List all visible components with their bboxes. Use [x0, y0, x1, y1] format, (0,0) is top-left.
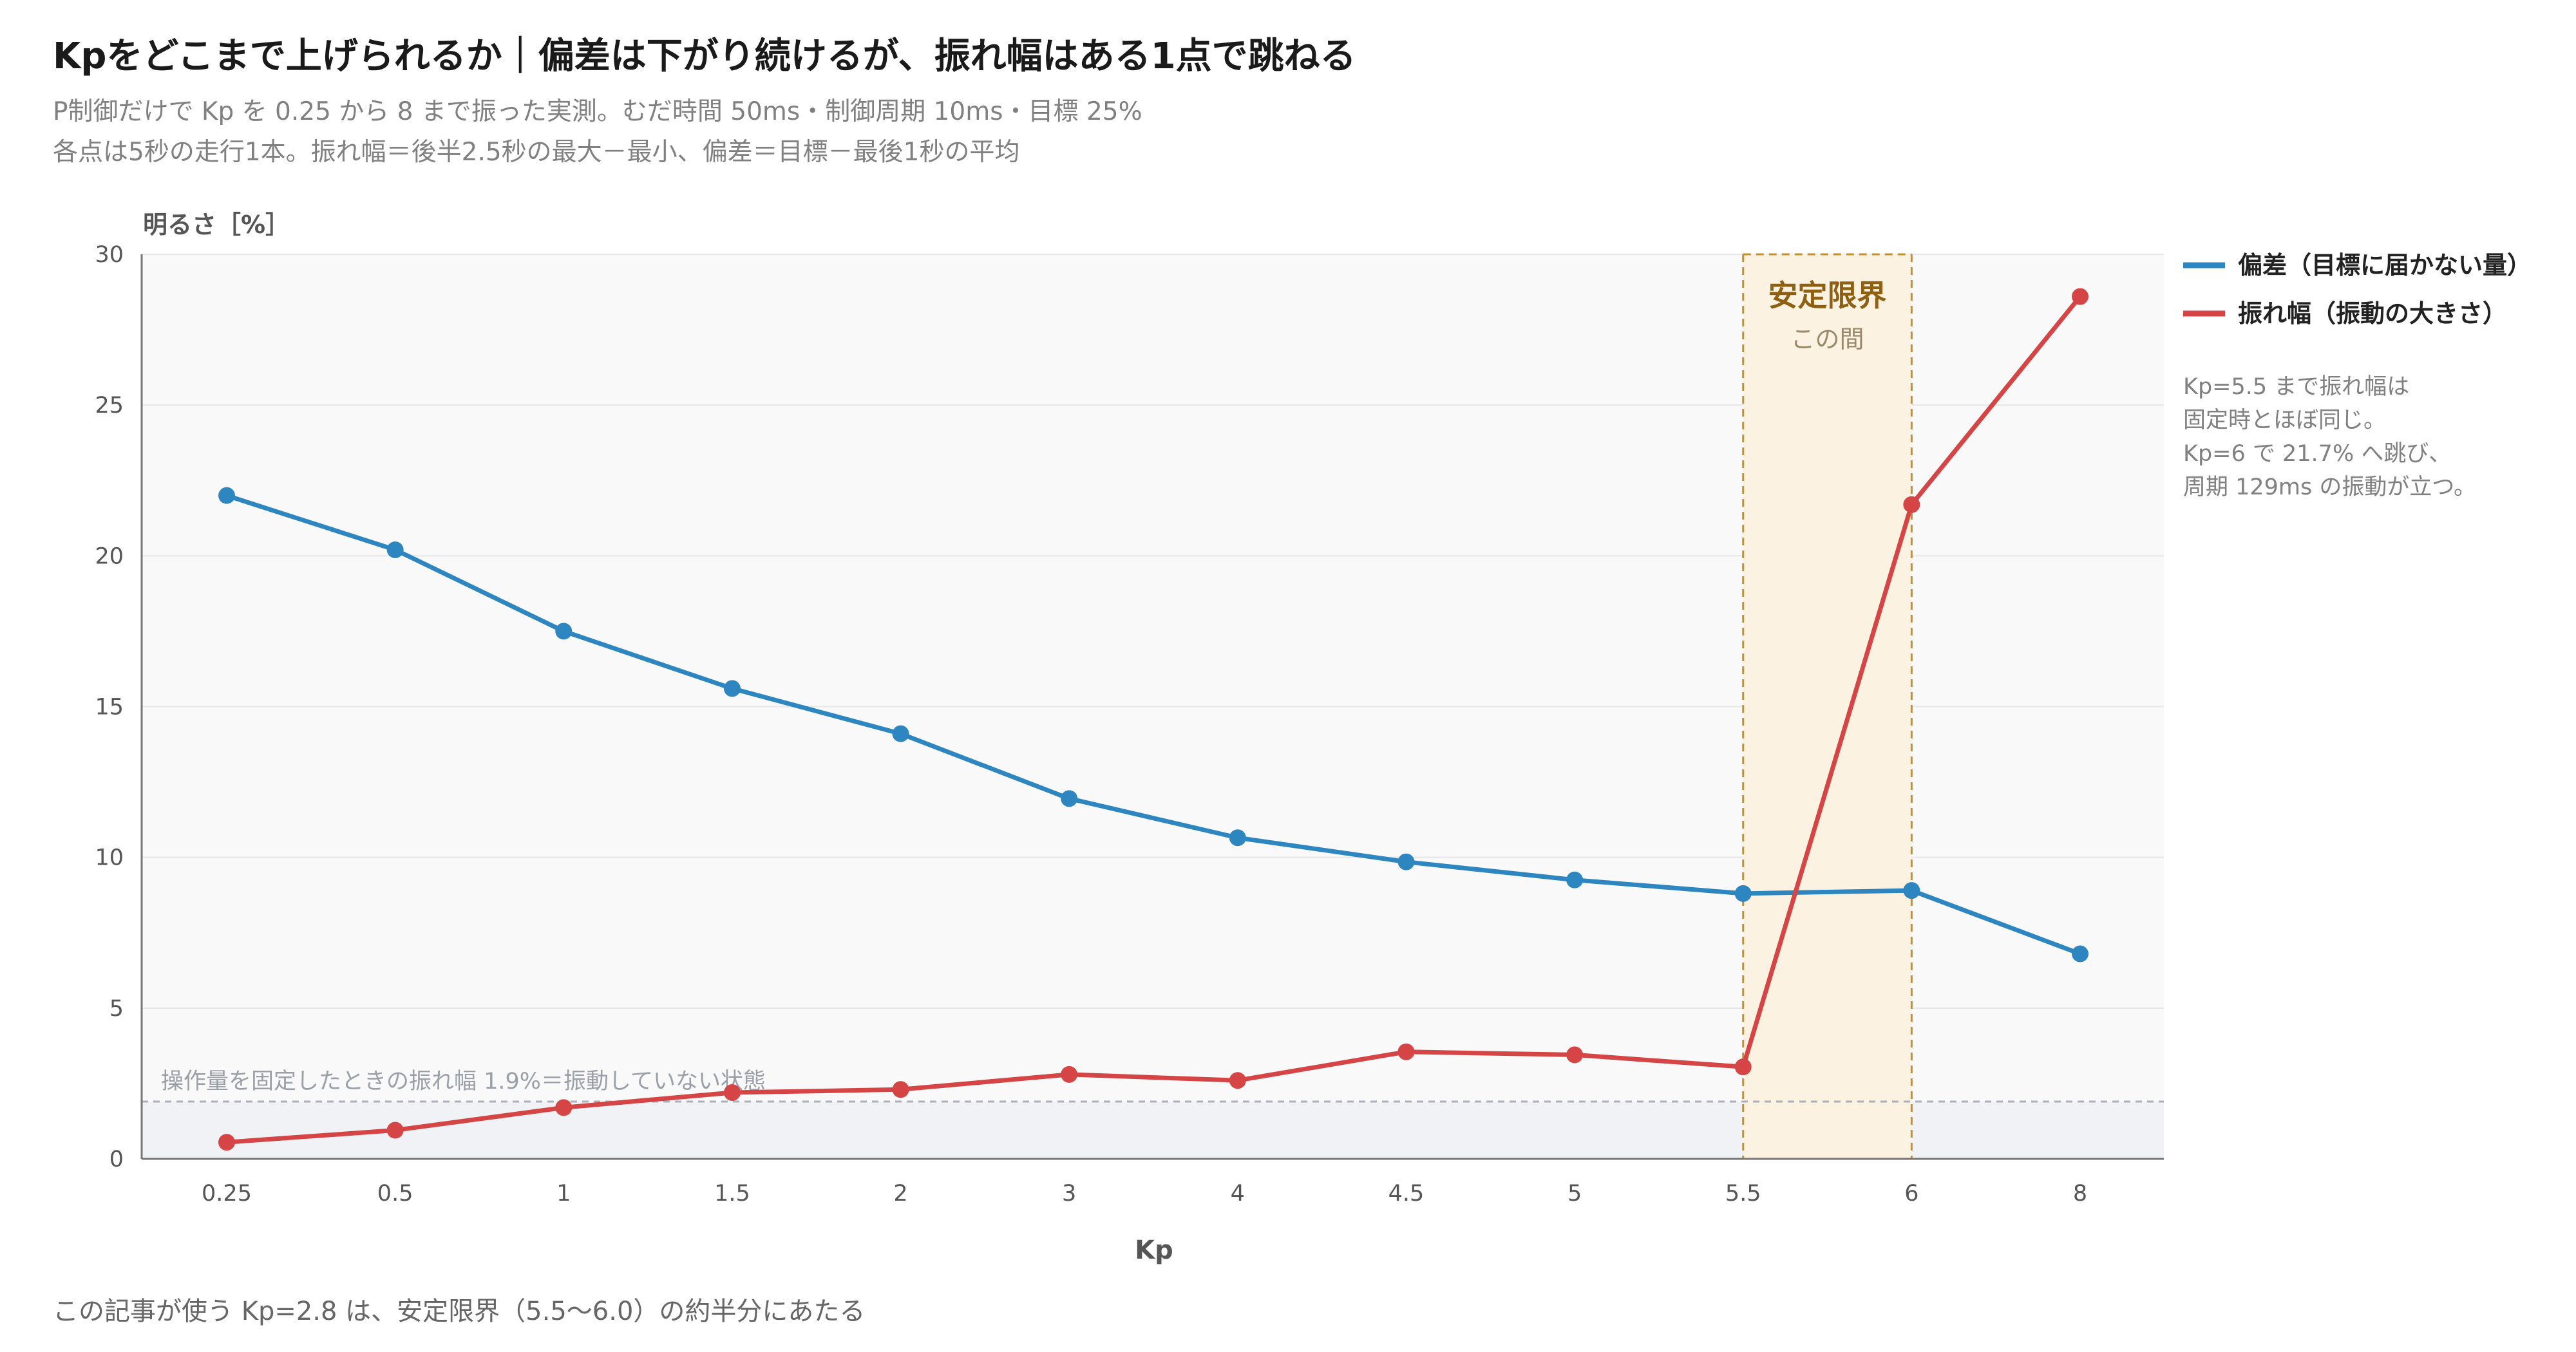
amplitude-data-point: [1061, 1066, 1078, 1083]
x-tick-label: 5.5: [1725, 1181, 1761, 1206]
amplitude-data-point: [218, 1134, 235, 1151]
amplitude-legend-label: 振れ幅（振動の大きさ）: [2238, 299, 2507, 328]
chart-subtitle-line-2: 各点は5秒の走行1本。振れ幅＝後半2.5秒の最大－最小、偏差＝目標－最後1秒の平…: [53, 138, 1020, 167]
chart-title: Kpをどこまで上げられるか｜偏差は下がり続けるが、振れ幅はある1点で跳ねる: [53, 35, 1356, 77]
annotation-line: 周期 129ms の振動が立つ。: [2183, 474, 2476, 500]
deviation-data-point: [1229, 829, 1246, 847]
deviation-data-point: [1734, 885, 1752, 902]
x-tick-label: 3: [1062, 1181, 1076, 1206]
chart-subtitle-line-1: P制御だけで Kp を 0.25 から 8 まで振った実測。むだ時間 50ms・…: [53, 97, 1142, 126]
x-tick-label: 0.5: [377, 1181, 413, 1206]
amplitude-data-point: [1397, 1043, 1415, 1060]
x-tick-label: 4.5: [1388, 1181, 1425, 1206]
amplitude-data-point: [386, 1122, 404, 1139]
amplitude-data-point: [1229, 1072, 1246, 1089]
amplitude-data-point: [892, 1081, 909, 1098]
deviation-data-point: [1397, 853, 1415, 870]
y-axis-label: 明るさ［%］: [143, 211, 290, 239]
deviation-series-line: [225, 493, 2081, 956]
annotation-line: 固定時とほぼ同じ。: [2183, 408, 2386, 433]
annotation-line: Kp=5.5 まで振れ幅は: [2183, 374, 2409, 400]
deviation-data-point: [386, 541, 404, 558]
deviation-data-point: [218, 487, 235, 504]
y-tick-label: 25: [95, 393, 124, 418]
y-tick-label: 15: [95, 695, 124, 720]
reference-line-label: 操作量を固定したときの振れ幅 1.9%＝振動していない状態: [161, 1069, 766, 1094]
x-tick-label: 5: [1567, 1181, 1582, 1206]
annotation-line: Kp=6 で 21.7% へ跳び、: [2183, 441, 2451, 467]
x-tick-label: 8: [2073, 1181, 2087, 1206]
amplitude-data-point: [2072, 288, 2088, 305]
y-tick-label: 30: [95, 242, 124, 268]
x-tick-label: 1.5: [714, 1181, 750, 1206]
deviation-data-point: [1566, 871, 1584, 888]
amplitude-data-point: [723, 1084, 741, 1101]
deviation-data-point: [555, 623, 573, 640]
y-tick-label: 0: [109, 1147, 124, 1172]
x-tick-label: 0.25: [202, 1181, 252, 1206]
deviation-data-point: [1903, 882, 1920, 899]
y-tick-label: 20: [95, 543, 124, 569]
deviation-data-point: [1061, 790, 1078, 807]
y-tick-label: 5: [109, 996, 124, 1022]
amplitude-series-line: [226, 295, 2082, 1145]
deviation-data-point: [2072, 945, 2088, 962]
amplitude-data-point: [555, 1099, 573, 1116]
deviation-legend-label: 偏差（目標に届かない量）: [2238, 251, 2532, 279]
stability-band-title: 安定限界: [1768, 278, 1887, 313]
x-tick-label: 6: [1904, 1181, 1918, 1206]
amplitude-data-point: [1903, 496, 1920, 513]
x-axis-label: Kp: [1135, 1235, 1173, 1265]
y-tick-label: 10: [95, 845, 124, 871]
chart-footnote: この記事が使う Kp=2.8 は、安定限界（5.5〜6.0）の約半分にあたる: [53, 1297, 866, 1326]
deviation-data-point: [892, 725, 909, 742]
stability-band-subtitle: この間: [1791, 325, 1864, 353]
x-tick-label: 4: [1231, 1181, 1245, 1206]
x-tick-label: 2: [893, 1181, 907, 1206]
x-tick-label: 1: [556, 1181, 571, 1206]
stability-band: [1743, 254, 1912, 1159]
amplitude-data-point: [1566, 1046, 1584, 1064]
deviation-data-point: [723, 680, 741, 697]
amplitude-data-point: [1734, 1058, 1752, 1076]
